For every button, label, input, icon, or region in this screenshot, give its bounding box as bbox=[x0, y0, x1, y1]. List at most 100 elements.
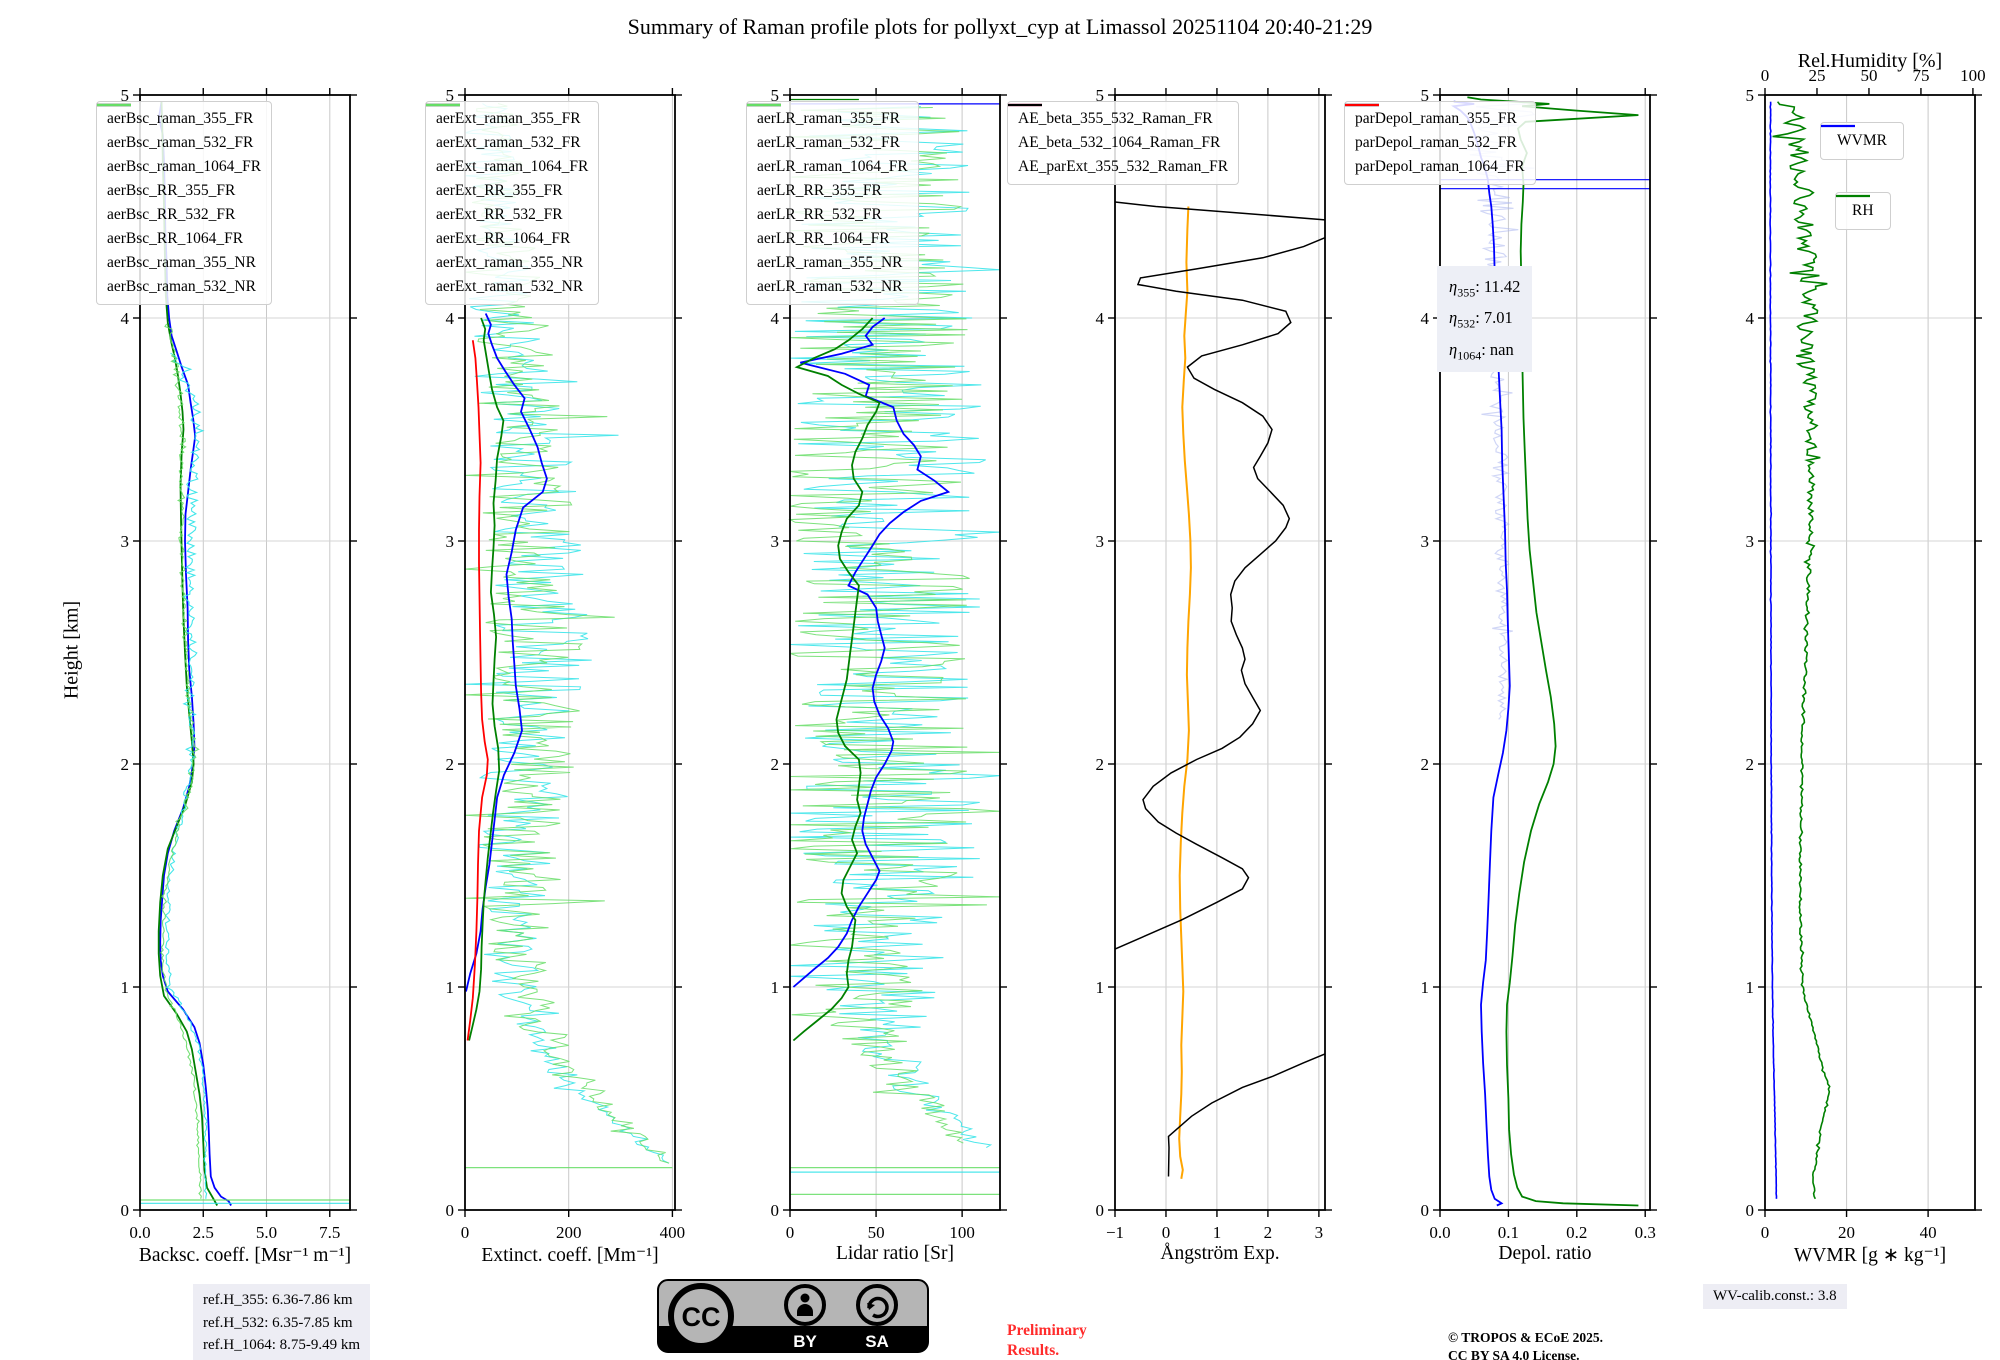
badge-sa-text: SA bbox=[865, 1332, 889, 1351]
y-tick-label: 5 bbox=[1421, 86, 1430, 105]
legend: aerBsc_raman_355_FR aerBsc_raman_532_FR ae… bbox=[96, 101, 273, 305]
cc-icon bbox=[668, 1283, 734, 1349]
x-tick-label: 20 bbox=[1838, 1223, 1855, 1242]
legend-entry: aerExt_RR_355_FR bbox=[426, 103, 588, 203]
y-tick-label: 2 bbox=[1096, 755, 1105, 774]
share-alike-arrowhead bbox=[867, 1303, 875, 1310]
top-tick-label: 0 bbox=[1761, 66, 1770, 85]
plot-area-depol: 0.0 0.1 0.2 0.3 0 1 2 3 4 5 bbox=[1421, 86, 1657, 1242]
x-tick-label: 0 bbox=[1761, 1223, 1770, 1242]
x-axis-label-wvmr: WVMR [g ∗ kg⁻¹] bbox=[1793, 1245, 1947, 1266]
legend-entry: AE_beta_355_532_Raman_FR bbox=[1008, 103, 1228, 131]
legend-label: parDepol_raman_355_FR bbox=[1355, 110, 1517, 127]
y-tick-label: 1 bbox=[1421, 978, 1430, 997]
panel-depol: 0.0 0.1 0.2 0.3 0 1 2 3 4 5 parDepol_raman_355_FR p… bbox=[1344, 86, 1657, 1242]
legend-entry: parDepol_raman_355_FR bbox=[1345, 103, 1525, 131]
cc-icon-text: CC bbox=[682, 1302, 721, 1332]
legend-line-sample bbox=[747, 103, 781, 107]
legend-entry: aerLR_raman_532_FR bbox=[747, 103, 908, 155]
wv-calibration-note: WV-calib.const.: 3.8 bbox=[1703, 1284, 1847, 1309]
x-tick-label: 2 bbox=[1264, 1223, 1273, 1242]
panel-angstrom: −1 0 1 2 3 0 1 2 3 4 5 AE_beta_355_532_Raman_FR AE_b… bbox=[1007, 86, 1332, 1242]
legend-entry: aerBsc_RR_1064_FR bbox=[97, 103, 261, 251]
series-aerBsc_raman_532_NR bbox=[160, 323, 202, 1199]
y-tick-label: 1 bbox=[121, 978, 130, 997]
x-axis-label-angstrom: Ångström Exp. bbox=[1160, 1243, 1280, 1264]
eta-1064-row: η1064: nan bbox=[1449, 339, 1514, 363]
legend-line-sample bbox=[1008, 103, 1042, 107]
legend-entry: aerBsc_raman_532_NR bbox=[97, 103, 261, 299]
x-tick-label: 7.5 bbox=[319, 1223, 340, 1242]
eta-355-row: η355: 11.42 bbox=[1449, 277, 1521, 300]
legend-entry: AE_parExt_355_532_Raman_FR bbox=[1008, 103, 1228, 179]
person-head bbox=[800, 1293, 810, 1303]
legend-label: AE_beta_355_532_Raman_FR bbox=[1018, 110, 1213, 127]
legend-label: parDepol_raman_1064_FR bbox=[1355, 158, 1525, 175]
y-tick-label: 5 bbox=[1746, 86, 1755, 105]
x-tick-label: 1 bbox=[1213, 1223, 1222, 1242]
legend-label: aerExt_raman_1064_FR bbox=[436, 158, 589, 175]
x-tick-label: 2.5 bbox=[193, 1223, 214, 1242]
legend-entry: aerBsc_RR_532_FR bbox=[97, 103, 261, 227]
legend-label: aerLR_RR_1064_FR bbox=[757, 230, 890, 247]
panel-wvmr: 0 20 40 0 25 50 75 100 0 1 2 3 4 5 WVMR RH bbox=[1746, 66, 1986, 1242]
legend-entry: parDepol_raman_1064_FR bbox=[1345, 103, 1525, 179]
x-tick-label: 400 bbox=[660, 1223, 686, 1242]
legend-label: aerLR_raman_355_FR bbox=[757, 110, 900, 127]
copyright-note: © TROPOS & ECoE 2025. CC BY SA 4.0 Licen… bbox=[1448, 1330, 1603, 1360]
legend: WVMR bbox=[1820, 122, 1904, 160]
legend-label: aerExt_RR_532_FR bbox=[436, 206, 563, 223]
ref-h-532: ref.H_532: 6.35-7.85 km bbox=[203, 1314, 353, 1331]
legend-label: aerLR_raman_532_FR bbox=[757, 134, 900, 151]
y-tick-label: 1 bbox=[1096, 978, 1105, 997]
legend-entry: RH bbox=[1836, 194, 1874, 223]
legend: aerLR_raman_355_FR aerLR_raman_532_FR aerL… bbox=[746, 101, 919, 305]
top-tick-label: 75 bbox=[1912, 66, 1929, 85]
legend-label: aerExt_raman_355_NR bbox=[436, 254, 584, 271]
cc-license-badge: CC BY SA bbox=[657, 1279, 929, 1353]
legend: AE_beta_355_532_Raman_FR AE_beta_532_1064… bbox=[1007, 101, 1240, 185]
legend-line-sample bbox=[1836, 194, 1870, 198]
legend-entry: aerBsc_raman_1064_FR bbox=[97, 103, 262, 179]
y-tick-label: 0 bbox=[1746, 1201, 1755, 1220]
series-WVMR bbox=[1769, 101, 1778, 1199]
y-tick-label: 0 bbox=[121, 1201, 130, 1220]
plot-area-wvmr: 0 20 40 0 25 50 75 100 0 1 2 3 4 5 bbox=[1746, 66, 1986, 1242]
plot-frame bbox=[1439, 94, 1651, 1211]
x-tick-label: 40 bbox=[1920, 1223, 1937, 1242]
series-aerLR_raman_355_FR bbox=[792, 317, 951, 988]
x-tick-label: 0 bbox=[1162, 1223, 1171, 1242]
legend-line-sample bbox=[1821, 124, 1855, 128]
legend-label: aerLR_RR_355_FR bbox=[757, 182, 882, 199]
y-tick-label: 0 bbox=[1096, 1201, 1105, 1220]
share-alike-icon bbox=[856, 1284, 898, 1326]
legend-entry: aerLR_RR_532_FR bbox=[747, 103, 908, 227]
legend-label: WVMR bbox=[1837, 132, 1887, 149]
legend-entry: aerExt_RR_1064_FR bbox=[426, 103, 588, 251]
legend-label: aerBsc_raman_1064_FR bbox=[107, 158, 262, 175]
y-tick-label: 1 bbox=[1746, 978, 1755, 997]
y-tick-label: 2 bbox=[446, 755, 455, 774]
y-tick-label: 5 bbox=[121, 86, 130, 105]
eta-1064-value: nan bbox=[1489, 339, 1514, 359]
panel-backscatter: 0.0 2.5 5.0 7.5 0 1 2 3 4 5 aerBsc_raman_355_FR aer… bbox=[96, 86, 357, 1242]
y-tick-label: 0 bbox=[1421, 1201, 1430, 1220]
y-tick-label: 4 bbox=[446, 309, 455, 328]
legend-entry: aerLR_raman_1064_FR bbox=[747, 103, 908, 179]
x-axis-label-depol: Depol. ratio bbox=[1498, 1243, 1592, 1264]
legend-entry: aerLR_RR_355_FR bbox=[747, 103, 908, 203]
series-AE_parExt_355_532_Raman_FR bbox=[1114, 237, 1326, 950]
legend-label: aerBsc_raman_355_NR bbox=[107, 254, 256, 271]
y-tick-label: 3 bbox=[1746, 532, 1755, 551]
series-AE_parExt_355_532_Raman_FR bbox=[1167, 1053, 1326, 1177]
person-body bbox=[797, 1304, 813, 1316]
y-tick-label: 3 bbox=[446, 532, 455, 551]
x-tick-label: 0.1 bbox=[1498, 1223, 1519, 1242]
y-tick-label: 4 bbox=[1746, 309, 1755, 328]
legend-label: aerExt_raman_355_FR bbox=[436, 110, 581, 127]
eta-532-value: 7.01 bbox=[1483, 308, 1513, 328]
reference-height-note: ref.H_355: 6.36-7.86 km ref.H_532: 6.35-… bbox=[193, 1284, 371, 1360]
x-tick-label: 0 bbox=[786, 1223, 795, 1242]
plot-frame bbox=[1764, 94, 1976, 1211]
